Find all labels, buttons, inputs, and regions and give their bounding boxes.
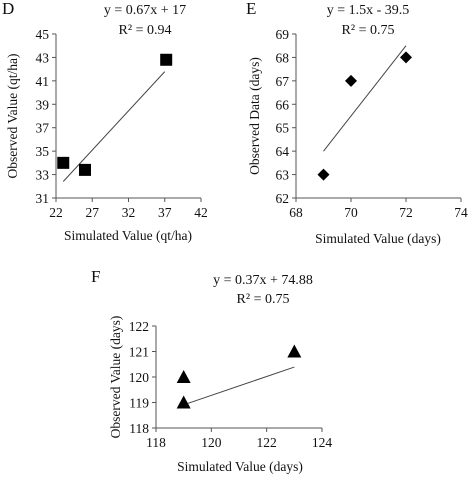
chart-0-point-2 xyxy=(160,53,173,66)
panel-e-chart: 62 63 64 65 66 67 68 69 68 70 72 74 E y = 1.5x - 39.5… xyxy=(246,0,468,246)
chart-1-x-tick-label-1: 70 xyxy=(344,205,358,220)
chart-0-y-tick-label-4: 39 xyxy=(36,97,50,112)
chart-2-y-tick-label-2: 120 xyxy=(129,370,150,385)
chart-0-y-tick-label-1: 33 xyxy=(36,168,50,183)
chart-1-panel-label: E xyxy=(246,0,256,18)
chart-2-y-tick-label-3: 121 xyxy=(129,345,149,360)
chart-1-y-tick-label-1: 63 xyxy=(276,168,290,183)
chart-0-y-tick-label-0: 31 xyxy=(36,191,50,206)
chart-2-point-2 xyxy=(287,344,302,358)
chart-1-y-tick-label-5: 67 xyxy=(276,74,290,89)
chart-1-y-axis-title: Observed Data (days) xyxy=(247,57,262,175)
chart-2-trendline xyxy=(183,366,295,406)
chart-1-x-tick-label-3: 74 xyxy=(454,205,468,220)
chart-1-point-0 xyxy=(317,168,330,181)
chart-0-y-tick-label-3: 37 xyxy=(36,121,50,136)
chart-0-trendline xyxy=(62,71,166,182)
chart-0-x-tick-label-1: 27 xyxy=(86,205,100,220)
chart-1-y-tick-label-4: 66 xyxy=(276,97,290,112)
chart-2-point-1 xyxy=(176,395,191,409)
chart-0-r-squared: R² = 0.94 xyxy=(119,23,172,38)
chart-0-y-tick-label-2: 35 xyxy=(36,144,50,159)
chart-0-x-tick-label-0: 22 xyxy=(49,205,63,220)
chart-1-x-tick-label-0: 68 xyxy=(289,205,303,220)
chart-0-point-0 xyxy=(57,156,70,169)
chart-0-y-tick-label-7: 45 xyxy=(36,27,50,42)
chart-1-y-tick-label-2: 64 xyxy=(276,144,290,159)
chart-1-point-2 xyxy=(400,51,412,64)
chart-0-y-axis-title: Observed Value (qt/ha) xyxy=(5,54,20,179)
chart-0-x-tick-label-4: 42 xyxy=(194,205,208,220)
chart-0-x-tick-label-3: 37 xyxy=(158,205,172,220)
chart-2-x-tick-label-1: 120 xyxy=(201,435,222,450)
chart-2-y-tick-label-0: 118 xyxy=(129,421,149,436)
chart-0-equation: y = 0.67x + 17 xyxy=(104,3,186,18)
chart-1-trendline xyxy=(323,45,407,152)
chart-1-x-axis-title: Simulated Value (days) xyxy=(315,231,441,246)
chart-1-x-tick-label-2: 72 xyxy=(399,205,413,220)
chart-2-x-tick-label-0: 118 xyxy=(146,435,166,450)
chart-0-y-tick-label-6: 43 xyxy=(36,50,50,65)
chart-1-point-1 xyxy=(345,74,357,87)
chart-2-panel-label: F xyxy=(91,267,100,286)
chart-2-y-tick-label-1: 119 xyxy=(129,396,149,411)
chart-2-r-squared: R² = 0.75 xyxy=(237,292,290,307)
chart-0-y-tick-label-5: 41 xyxy=(36,74,50,89)
chart-0-x-tick-label-2: 32 xyxy=(122,205,136,220)
chart-2-y-axis-title: Observed Value (days) xyxy=(108,316,123,439)
chart-1-y-tick-label-6: 68 xyxy=(276,50,290,65)
chart-0-panel-label: D xyxy=(2,0,14,18)
chart-1-y-tick-label-0: 62 xyxy=(276,191,290,206)
chart-2-x-tick-label-3: 124 xyxy=(312,435,333,450)
chart-2-point-0 xyxy=(176,370,191,383)
panel-f-chart: 118 119 120 121 122 118 120 122 124 F y = 0.37x + … xyxy=(91,267,332,474)
chart-0-x-axis-title: Simulated Value (qt/ha) xyxy=(64,228,192,243)
chart-1-equation: y = 1.5x - 39.5 xyxy=(327,3,410,18)
chart-2-x-axis-title: Simulated Value (days) xyxy=(177,459,303,474)
chart-2-y-tick-label-4: 122 xyxy=(129,319,149,334)
chart-1-y-tick-label-7: 69 xyxy=(276,27,290,42)
chart-2-equation: y = 0.37x + 74.88 xyxy=(213,273,313,288)
chart-0-point-1 xyxy=(79,163,91,176)
chart-1-r-squared: R² = 0.75 xyxy=(342,23,395,38)
panel-d-chart: 31 33 35 37 39 41 43 45 22 27 32 37 42 D y = 0.67x + 1… xyxy=(2,0,208,243)
chart-1-y-tick-label-3: 65 xyxy=(276,121,290,136)
chart-2-x-tick-label-2: 122 xyxy=(257,435,277,450)
